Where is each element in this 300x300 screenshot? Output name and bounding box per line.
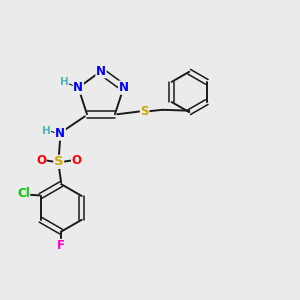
Text: N: N bbox=[118, 81, 129, 94]
Text: Cl: Cl bbox=[17, 187, 30, 200]
Text: S: S bbox=[54, 155, 64, 168]
Text: H: H bbox=[60, 77, 68, 87]
Text: N: N bbox=[73, 81, 83, 94]
Text: N: N bbox=[96, 65, 106, 78]
Text: N: N bbox=[55, 127, 65, 140]
Text: O: O bbox=[72, 154, 82, 167]
Text: O: O bbox=[36, 154, 46, 167]
Text: H: H bbox=[42, 126, 50, 136]
Text: S: S bbox=[140, 105, 149, 118]
Text: F: F bbox=[57, 239, 65, 252]
